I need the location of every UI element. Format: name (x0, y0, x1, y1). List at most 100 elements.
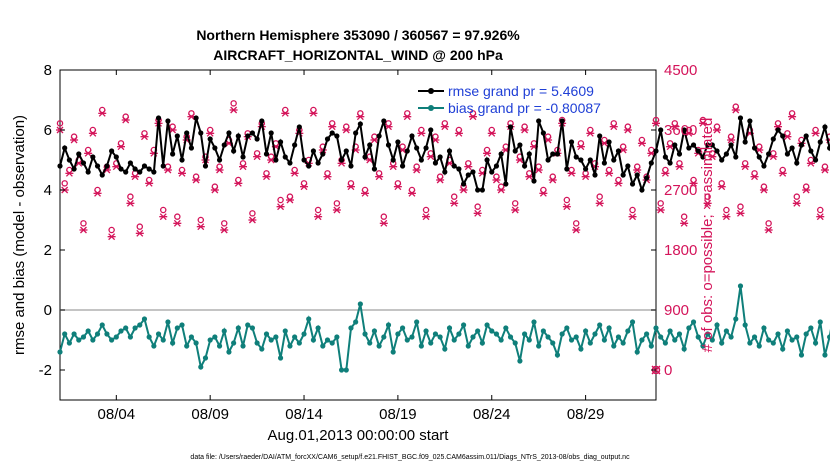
bias-point (62, 331, 68, 337)
bias-point (80, 334, 87, 340)
rmse-point (803, 133, 809, 139)
rmse-point (259, 118, 265, 124)
bias-point (756, 343, 762, 349)
bias-point (249, 325, 256, 331)
obs-assimilated-point (361, 189, 370, 197)
bias-point (498, 337, 504, 343)
obs-assimilated-point (262, 173, 271, 181)
obs-assimilated-point (79, 226, 88, 234)
obs-assimilated-point (525, 173, 534, 181)
rmse-point (179, 157, 185, 163)
rmse-point (66, 157, 72, 163)
rmse-point (170, 151, 176, 157)
bias-point (198, 364, 204, 370)
bias-point (644, 331, 650, 337)
obs-assimilated-point (426, 153, 435, 161)
bias-point (362, 331, 368, 337)
obs-assimilated-point (436, 176, 445, 184)
rmse-point (451, 163, 457, 169)
rmse-point (606, 139, 612, 145)
bias-point (770, 340, 776, 346)
bias-point (268, 337, 274, 343)
obs-possible-point (474, 203, 481, 210)
bias-point (742, 322, 748, 328)
rmse-point (470, 169, 476, 175)
bias-point (301, 331, 307, 337)
rmse-point (625, 163, 631, 169)
obs-assimilated-point (675, 163, 684, 171)
rmse-point (766, 151, 772, 157)
rmse-point (315, 160, 321, 166)
obs-assimilated-point (614, 179, 623, 187)
bias-point (348, 325, 354, 331)
bias-point (193, 340, 199, 346)
rmse-point (263, 151, 270, 157)
bias-point (127, 334, 133, 340)
rmse-point (601, 160, 607, 166)
rmse-point (113, 154, 119, 160)
rmse-point (484, 157, 490, 163)
obs-assimilated-point (468, 113, 477, 121)
obs-assimilated-point (713, 126, 722, 134)
rmse-point (648, 160, 654, 166)
rmse-point (367, 142, 373, 148)
obs-possible-point (737, 203, 744, 210)
rmse-point (127, 160, 133, 166)
rmse-point (76, 151, 82, 157)
obs-assimilated-point (88, 129, 97, 137)
bias-point (789, 337, 795, 343)
rmse-point (306, 163, 312, 169)
obs-assimilated-point (121, 116, 130, 124)
bias-point (57, 349, 63, 355)
rmse-point (409, 133, 415, 139)
obs-assimilated-point (656, 206, 665, 214)
bias-point (343, 367, 349, 373)
bias-point (296, 340, 302, 346)
obs-assimilated-point (816, 213, 825, 221)
left-tick-label-1: 0 (44, 302, 52, 319)
rmse-point (629, 181, 636, 187)
legend: rmse grand pr = 5.4609 bias grand pr = -… (418, 83, 601, 116)
rmse-point (756, 154, 762, 160)
obs-assimilated-point (389, 163, 398, 171)
bias-point (714, 322, 720, 328)
rmse-point (817, 139, 823, 145)
rmse-point (99, 172, 105, 178)
obs-assimilated-point (548, 176, 557, 184)
left-tick-label-4: 6 (44, 122, 52, 139)
obs-assimilated-point (464, 163, 473, 171)
obs-assimilated-point (562, 203, 571, 211)
rmse-point (254, 136, 260, 142)
rmse-point (531, 178, 537, 184)
obs-assimilated-point (178, 169, 187, 177)
obs-assimilated-point (811, 129, 820, 137)
obs-assimilated-point (220, 226, 229, 234)
bias-point (761, 325, 767, 331)
rmse-point (507, 124, 514, 130)
rmse-point (104, 163, 110, 169)
right-tick-label-4: 3600 (664, 122, 697, 139)
bias-point (629, 319, 636, 325)
bias-point (390, 349, 396, 355)
bias-point (320, 343, 326, 349)
obs-assimilated-point (328, 123, 337, 131)
bias-point (803, 331, 809, 337)
rmse-point (109, 148, 115, 154)
bias-point (137, 322, 143, 328)
rmse-point (446, 148, 453, 154)
bias-point (700, 343, 706, 349)
bias-point (601, 337, 607, 343)
bias-point (451, 337, 457, 343)
rmse-point (362, 154, 368, 160)
bias-point (395, 331, 401, 337)
obs-assimilated-point (670, 123, 679, 131)
obs-assimilated-point (802, 186, 811, 194)
bias-point (479, 340, 485, 346)
obs-possible-point (572, 220, 580, 227)
rmse-point (202, 163, 209, 169)
rmse-point (381, 118, 387, 124)
rmse-point (705, 142, 711, 148)
chart-title-line2: AIRCRAFT_HORIZONTAL_WIND @ 200 hPa (213, 47, 503, 63)
bias-point (503, 325, 509, 331)
obs-assimilated-point (229, 106, 238, 114)
